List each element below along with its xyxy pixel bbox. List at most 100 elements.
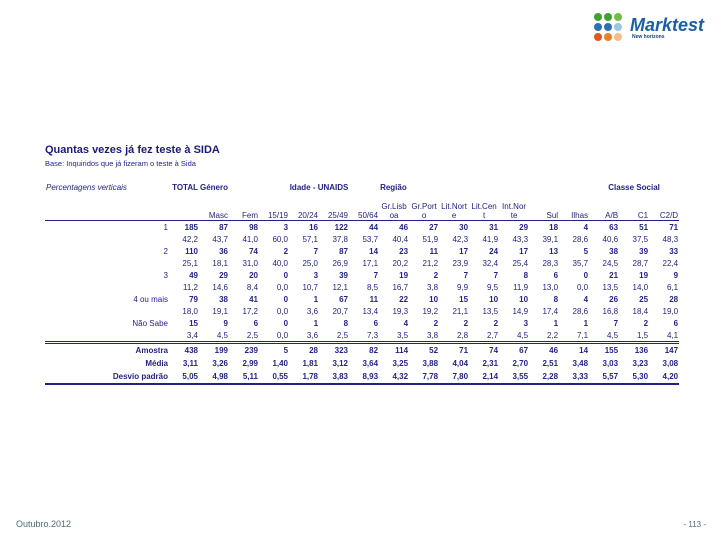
count-cell: 2	[433, 318, 439, 328]
count-cell: 0	[283, 294, 289, 304]
count-cell: 1	[313, 318, 319, 328]
summary-cell: 14	[559, 341, 590, 357]
summary-cell: 3,12	[332, 359, 349, 368]
summary-cell: 3,26	[212, 359, 228, 368]
count-cell: 7	[373, 270, 379, 280]
summary-cell: 3,33	[559, 370, 590, 385]
logo-dot	[603, 13, 612, 21]
percent-cell: 4,1	[666, 330, 679, 340]
count-cell: 10	[429, 294, 439, 304]
percent-cell: 3,8	[426, 330, 439, 340]
percent-cell: 23,9	[452, 258, 469, 268]
count-cell: 10	[489, 294, 499, 304]
percent-cell: 2,2	[546, 330, 559, 340]
summary-cell: 136	[619, 341, 650, 357]
table-row: 18,0 19,1 17,2 0,0 3,6 20,7 13,4 19,3 19,2 21,1 13…	[45, 305, 679, 317]
table-row: 2 110 36 74 2 7 87 14 23 11 17 24 17 13 5 38 39 33	[45, 245, 679, 257]
percent-cell: 28,6	[572, 306, 589, 316]
count-cell: 18	[549, 222, 559, 232]
count-cell: 39	[639, 246, 649, 256]
footer-date: Outubro.2012	[16, 519, 72, 529]
count-cell: 9	[673, 270, 679, 280]
count-cell: 4	[583, 222, 589, 232]
column-header: 50/64	[349, 196, 380, 221]
percent-cell: 7,3	[366, 330, 379, 340]
percent-cell: 28,7	[632, 258, 649, 268]
percent-cell: 41,0	[242, 234, 259, 244]
summary-cell: 28	[289, 341, 320, 357]
logo-dots-icon	[593, 13, 623, 42]
count-cell: 1	[553, 318, 559, 328]
group-header: Região	[380, 183, 407, 192]
count-cell: 7	[313, 246, 319, 256]
column-header: Sul	[529, 196, 560, 221]
group-header: Idade - UNAIDS	[289, 183, 349, 192]
count-cell: 33	[669, 246, 679, 256]
percent-cell: 9,9	[456, 282, 469, 292]
row-label: Desvio padrão	[45, 370, 169, 385]
summary-cell: 4,20	[649, 370, 680, 385]
count-cell: 51	[639, 222, 649, 232]
count-cell: 74	[249, 246, 259, 256]
count-cell: 2	[643, 318, 649, 328]
summary-cell: 3,25	[392, 359, 409, 368]
count-cell: 6	[373, 318, 379, 328]
percent-cell: 40,0	[272, 258, 289, 268]
count-cell: 46	[399, 222, 409, 232]
count-cell: 11	[429, 246, 439, 256]
summary-cell: 3,64	[362, 359, 379, 368]
report-block: Quantas vezes já fez teste à SIDA Base: …	[45, 144, 680, 385]
table-column-header-row: Masc Fem 15/19 20/24 25/49 50/64 Gr.Lisb oa Gr.P…	[45, 196, 680, 221]
count-cell: 11	[369, 294, 379, 304]
percent-cell: 4,5	[216, 330, 228, 340]
percent-cell: 18,4	[632, 306, 649, 316]
count-cell: 0	[283, 318, 289, 328]
percent-cell: 3,4	[186, 330, 198, 340]
percent-cell: 14,0	[632, 282, 649, 292]
count-cell: 31	[489, 222, 499, 232]
percent-cell: 19,3	[392, 306, 409, 316]
summary-cell: 5,05	[169, 370, 199, 385]
percent-cell: 20,2	[392, 258, 409, 268]
count-cell: 23	[399, 246, 409, 256]
count-cell: 14	[369, 246, 379, 256]
logo-wordmark: Marktest New horizons	[630, 16, 704, 40]
column-header: C2/D	[649, 196, 680, 221]
count-cell: 38	[219, 294, 228, 304]
percent-cell: 32,4	[482, 258, 499, 268]
percent-cell: 25,4	[512, 258, 529, 268]
count-cell: 41	[249, 294, 259, 304]
summary-cell: 0,55	[259, 370, 290, 385]
count-cell: 20	[249, 270, 259, 280]
column-header: Gr.Port o	[409, 196, 440, 221]
table-row: 3 49 29 20 0 3 39 7 19 2 7 7 8 6 0 21 19 9	[45, 269, 679, 281]
column-header: A/B	[589, 196, 620, 221]
summary-cell: 8,93	[349, 370, 380, 385]
summary-cell: 4,98	[199, 370, 229, 385]
count-cell: 7	[463, 270, 469, 280]
row-label: 2	[163, 246, 168, 256]
logo-dot	[603, 23, 612, 31]
percent-cell: 3,6	[306, 330, 319, 340]
summary-cell: 52	[409, 341, 440, 357]
percent-cell: 17,4	[542, 306, 559, 316]
count-cell: 9	[223, 318, 228, 328]
percent-cell: 0,0	[276, 306, 289, 316]
percent-cell: 26,9	[332, 258, 349, 268]
percent-cell: 3,8	[426, 282, 439, 292]
column-header: Lit.Nort e	[439, 196, 470, 221]
percent-cell: 6,1	[666, 282, 679, 292]
count-cell: 110	[185, 246, 198, 256]
row-label: 4 ou mais	[133, 294, 168, 304]
count-cell: 5	[583, 246, 589, 256]
count-cell: 21	[609, 270, 619, 280]
summary-cell: 46	[529, 341, 560, 357]
note-text: Percentagens verticais	[46, 183, 127, 192]
count-cell: 27	[429, 222, 439, 232]
summary-cell: 3,03	[602, 359, 619, 368]
logo-dot	[593, 13, 602, 21]
count-cell: 4	[583, 294, 589, 304]
data-table: Percentagens verticais TOTAL Género Idade -…	[45, 183, 680, 385]
count-cell: 3	[283, 222, 289, 232]
